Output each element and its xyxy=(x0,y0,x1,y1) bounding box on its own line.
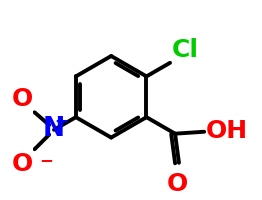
Text: N: N xyxy=(43,115,65,141)
Text: O: O xyxy=(166,171,188,195)
Text: O: O xyxy=(11,151,33,175)
Text: +: + xyxy=(54,112,68,130)
Text: O: O xyxy=(11,87,33,111)
Text: Cl: Cl xyxy=(172,38,199,62)
Text: −: − xyxy=(40,150,53,168)
Text: OH: OH xyxy=(206,118,248,142)
